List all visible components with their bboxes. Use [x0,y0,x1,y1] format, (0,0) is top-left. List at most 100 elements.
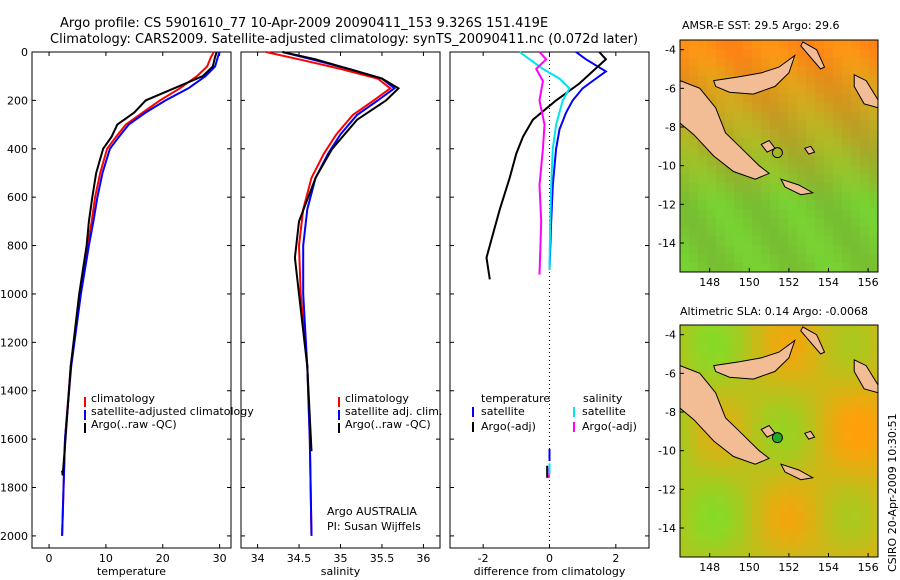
heatmap-cell [743,200,753,210]
annotation-line2: PI: Susan Wijffels [327,520,421,533]
heatmap-cell [869,138,879,148]
heatmap-cell [734,539,744,549]
heatmap-cell [707,209,717,219]
heatmap-cell [734,120,744,130]
y-tick-label: -6 [665,367,676,380]
heatmap-cell [770,111,780,121]
heatmap-cell [824,147,834,157]
heatmap-cell [833,512,843,522]
heatmap-cell [707,333,717,344]
heatmap-cell [869,333,879,344]
heatmap-cell [824,254,834,264]
heatmap-cell [842,227,852,237]
heatmap-cell [716,93,726,103]
heatmap-cell [680,503,690,513]
heatmap-cell [797,93,807,103]
heatmap-cell [734,57,744,68]
heatmap-cell [788,539,798,549]
heatmap-cell [779,449,789,460]
heatmap-cell [779,503,789,513]
figure-title-line2: Climatology: CARS2009. Satellite-adjuste… [50,32,638,47]
x-tick-label: 154 [818,561,839,574]
heatmap-cell [842,512,852,522]
heatmap-cell [770,458,780,469]
heatmap-cell [860,147,870,157]
heatmap-cell [824,423,834,433]
heatmap-cell [770,342,780,353]
x-tick-label: 35 [334,552,348,565]
heatmap-cell [860,164,870,175]
annotation-line1: Argo AUSTRALIA [327,505,417,518]
heatmap-cell [743,120,753,130]
heatmap-cell [833,369,843,379]
heatmap-cell [815,512,825,522]
heatmap-cell [815,173,825,184]
x-tick-label: 150 [739,561,760,574]
x-tick-label: 10 [99,552,113,565]
heatmap-cell [842,333,852,344]
heatmap-cell [680,333,690,344]
heatmap-cell [725,387,735,397]
heatmap-cell [779,254,789,264]
heatmap-cell [842,494,852,504]
heatmap-cell [725,182,735,193]
heatmap-cell [752,432,762,442]
heatmap-cell [788,48,798,59]
heatmap-cell [824,458,834,469]
heatmap-cell [743,467,753,478]
land-new-britain [713,54,796,95]
heatmap-cell [806,503,816,513]
heatmap-cell [689,441,699,451]
heatmap-cell [824,209,834,219]
heatmap-cell [689,423,699,433]
heatmap-cell [842,378,852,388]
heatmap-cell [725,539,735,549]
heatmap-cell [869,449,879,460]
heatmap-cell [689,236,699,246]
heatmap-cell [734,494,744,504]
heatmap-cell [869,182,879,193]
heatmap-cell [860,218,870,228]
heatmap-cell [860,254,870,264]
heatmap-cell [743,476,753,487]
heatmap-cell [833,449,843,460]
heatmap-cell [842,254,852,264]
heatmap-cell [743,539,753,549]
heatmap-cell [761,530,771,540]
heatmap-cell [680,209,690,219]
heatmap-cell [788,476,798,487]
heatmap-cell [788,548,798,558]
heatmap-cell [680,245,690,255]
heatmap-cell [761,156,771,166]
heatmap-cell [869,351,879,362]
heatmap-cell [851,325,861,335]
heatmap-cell [734,458,744,469]
heatmap-cell [806,191,816,202]
heatmap-cell [734,530,744,540]
heatmap-cell [743,342,753,353]
heatmap-cell [770,120,780,130]
heatmap-cell [680,548,690,558]
heatmap-cell [824,378,834,388]
heatmap-cell [824,414,834,424]
heatmap-cell [860,66,870,77]
heatmap-cell [833,476,843,487]
map-frame [679,324,879,558]
heatmap-cell [779,75,789,86]
heatmap-cell [860,245,870,255]
heatmap-cell [851,521,861,531]
heatmap-cell [788,245,798,255]
heatmap-cell [797,539,807,549]
heatmap-cell [815,111,825,121]
heatmap-cell [815,75,825,86]
heatmap-cell [842,441,852,451]
heatmap-cell [851,48,861,59]
heatmap-cell [698,351,708,362]
heatmap-cell [815,387,825,397]
heatmap-cell [761,333,771,344]
heatmap-cell [734,521,744,531]
heatmap-cell [707,57,717,68]
heatmap-cell [815,521,825,531]
heatmap-cell [806,156,816,166]
x-tick-label: 36 [416,552,430,565]
